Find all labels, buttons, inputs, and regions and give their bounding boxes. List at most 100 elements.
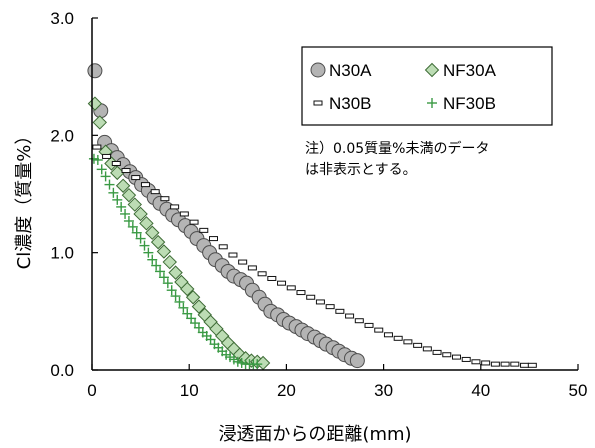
data-point bbox=[115, 178, 131, 193]
data-point bbox=[135, 233, 146, 244]
x-tick-label: 30 bbox=[374, 381, 393, 400]
data-point bbox=[178, 302, 189, 313]
legend-label-n30b: N30B bbox=[329, 94, 372, 113]
legend-label-nf30b: NF30B bbox=[443, 94, 496, 113]
data-point bbox=[442, 352, 452, 358]
data-point bbox=[139, 240, 150, 251]
data-point bbox=[170, 291, 181, 302]
data-point bbox=[432, 349, 442, 355]
data-point bbox=[179, 211, 189, 217]
series-nf30a bbox=[87, 96, 271, 371]
data-point bbox=[111, 160, 121, 166]
x-tick-label: 0 bbox=[87, 381, 96, 400]
data-point bbox=[335, 308, 345, 314]
data-point bbox=[162, 254, 177, 270]
data-point bbox=[150, 234, 166, 250]
data-point bbox=[150, 189, 160, 195]
data-point bbox=[286, 285, 296, 291]
data-point bbox=[185, 290, 201, 305]
data-point bbox=[147, 254, 158, 265]
data-point bbox=[247, 265, 257, 271]
data-point bbox=[471, 359, 481, 365]
data-point bbox=[364, 322, 374, 328]
data-point bbox=[191, 299, 207, 314]
series-nf30b bbox=[88, 153, 263, 370]
x-tick-label: 40 bbox=[471, 381, 490, 400]
data-point bbox=[354, 318, 364, 324]
data-point bbox=[145, 225, 160, 240]
data-point bbox=[527, 362, 537, 368]
data-point bbox=[140, 182, 150, 188]
series-layer bbox=[87, 63, 537, 371]
data-point bbox=[131, 227, 142, 238]
legend-marker-nf30b bbox=[427, 98, 437, 108]
data-point bbox=[166, 285, 177, 296]
data-point bbox=[383, 332, 393, 338]
data-point bbox=[102, 153, 112, 159]
data-point bbox=[158, 272, 169, 283]
data-point bbox=[123, 215, 134, 226]
data-point bbox=[100, 171, 111, 182]
data-point bbox=[461, 356, 471, 362]
data-point bbox=[238, 259, 248, 265]
data-point bbox=[143, 247, 154, 258]
data-point bbox=[345, 313, 355, 319]
data-point bbox=[131, 175, 141, 181]
data-point bbox=[490, 361, 500, 367]
legend-marker-nf30a bbox=[424, 62, 440, 78]
data-point bbox=[92, 154, 103, 165]
data-point bbox=[180, 281, 195, 297]
y-tick-label: 2.0 bbox=[50, 126, 74, 145]
data-point bbox=[510, 361, 520, 367]
y-tick-label: 1.0 bbox=[50, 244, 74, 263]
data-point bbox=[257, 271, 267, 277]
note-line: 注）0.05質量%未満のデータ bbox=[305, 140, 489, 157]
data-point bbox=[452, 354, 461, 360]
data-point bbox=[160, 196, 170, 202]
data-point bbox=[174, 296, 185, 307]
data-point bbox=[481, 360, 491, 366]
data-point bbox=[112, 194, 123, 205]
data-point bbox=[127, 197, 142, 212]
data-point bbox=[500, 361, 510, 367]
data-point bbox=[228, 252, 238, 258]
data-point bbox=[96, 164, 107, 175]
data-point bbox=[315, 299, 325, 305]
data-point bbox=[162, 278, 173, 289]
data-point bbox=[139, 216, 154, 231]
data-point bbox=[218, 244, 228, 250]
data-point bbox=[133, 206, 148, 222]
data-point bbox=[121, 187, 137, 203]
data-point bbox=[296, 290, 306, 296]
data-point bbox=[92, 144, 102, 150]
legend: N30A NF30A N30B NF30B bbox=[301, 46, 553, 126]
legend-box bbox=[301, 46, 553, 126]
data-point bbox=[422, 346, 432, 352]
data-point bbox=[127, 221, 138, 232]
data-point bbox=[403, 339, 413, 345]
data-point bbox=[374, 327, 384, 333]
data-point bbox=[393, 335, 403, 341]
y-tick-label: 3.0 bbox=[50, 9, 74, 28]
data-point bbox=[151, 260, 162, 271]
data-point bbox=[325, 304, 335, 310]
data-point bbox=[156, 244, 172, 259]
legend-marker-n30a bbox=[310, 62, 326, 78]
x-tick-label: 20 bbox=[277, 381, 296, 400]
data-point bbox=[209, 236, 218, 242]
series-n30a bbox=[87, 63, 365, 369]
data-point bbox=[306, 294, 316, 300]
data-point bbox=[252, 359, 263, 370]
data-point bbox=[92, 115, 107, 130]
data-point bbox=[189, 219, 199, 225]
x-axis-label: 浸透面からの距離(mm) bbox=[218, 424, 411, 445]
data-point bbox=[104, 179, 115, 190]
data-point bbox=[116, 201, 127, 212]
series-n30b bbox=[92, 144, 537, 368]
data-point bbox=[199, 227, 209, 233]
legend-label-n30a: N30A bbox=[329, 61, 372, 80]
data-point bbox=[170, 204, 180, 210]
data-point bbox=[520, 362, 530, 368]
